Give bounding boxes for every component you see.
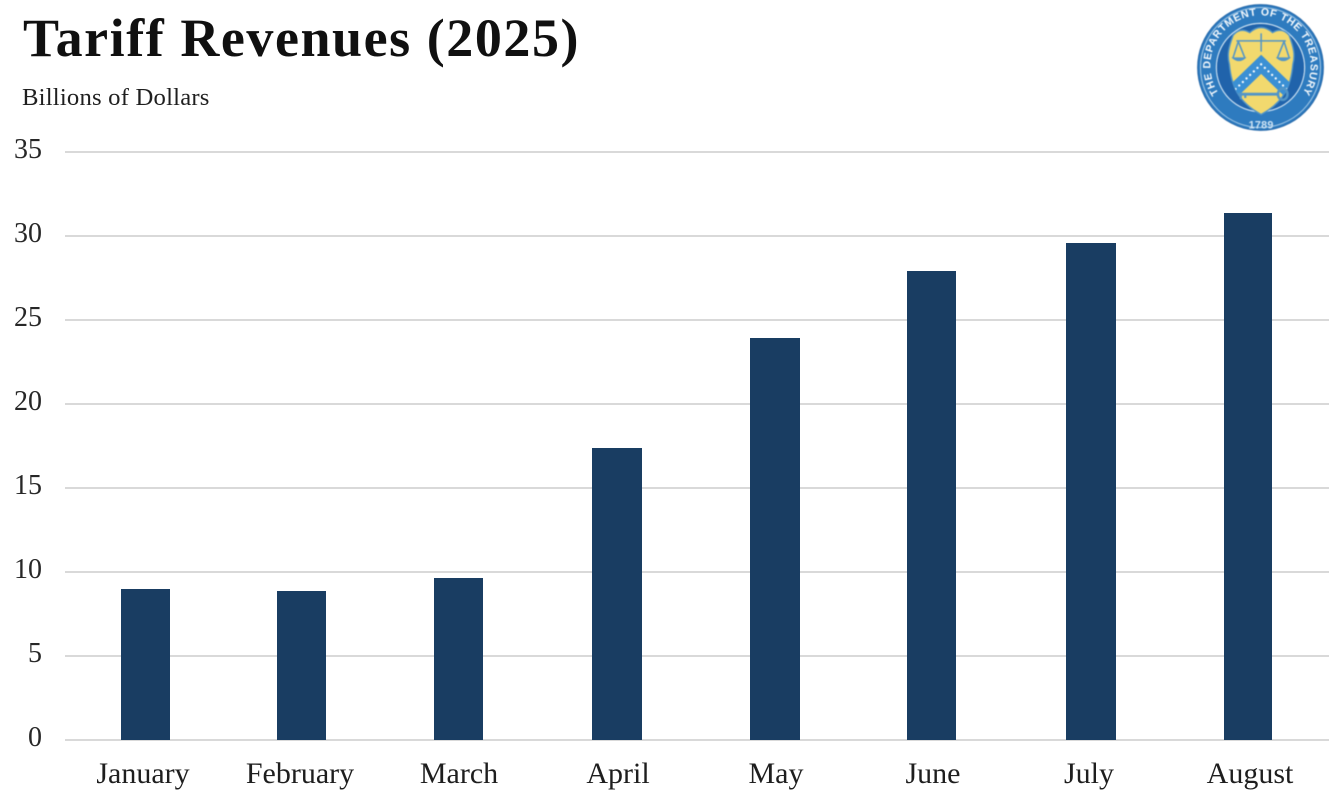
- svg-text:1789: 1789: [1249, 119, 1274, 131]
